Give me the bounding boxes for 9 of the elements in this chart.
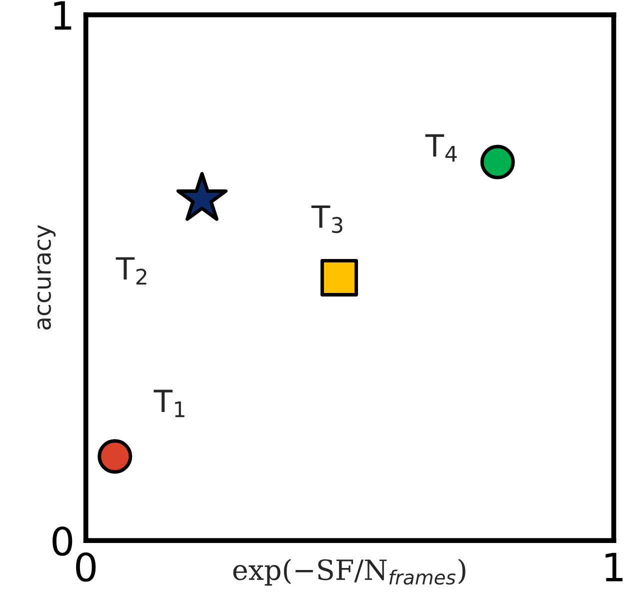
series-label: T$_{2}$: [116, 257, 146, 284]
series-label: T$_{4}$: [425, 134, 457, 162]
x-axis-title: exp(−SF/N$_{frames}$): [233, 558, 466, 586]
point: [320, 258, 358, 296]
point: [480, 144, 515, 180]
series-label: T$_{3}$: [311, 205, 342, 234]
series-label: T$_{1}$: [154, 390, 184, 418]
point: [98, 439, 132, 474]
y-axis-title: accuracy: [37, 225, 56, 330]
